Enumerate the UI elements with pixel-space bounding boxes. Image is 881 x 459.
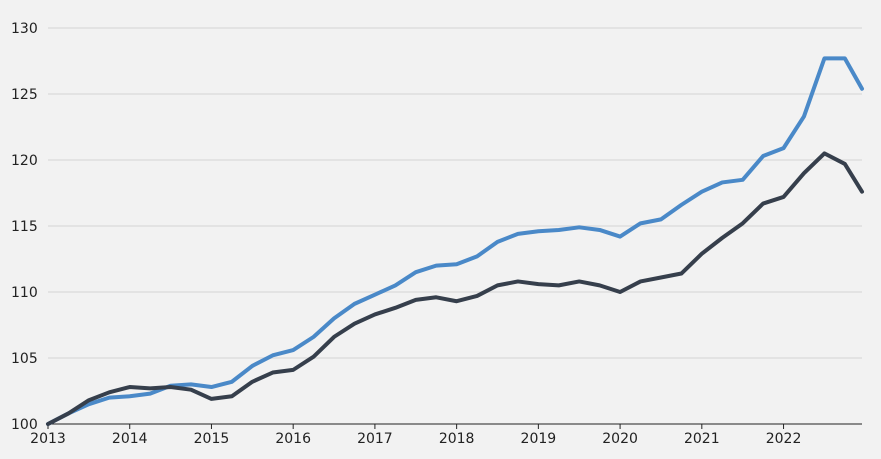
x-tick-label: 2019 [521,431,557,447]
series-line-2 [46,151,864,426]
y-tick-label: 110 [11,285,38,301]
series-layer [46,56,864,426]
y-tick-label: 105 [11,351,38,367]
series-line-1 [46,56,864,426]
x-tick-label: 2022 [766,431,802,447]
y-tick-label: 130 [11,21,38,37]
x-tick-label: 2016 [275,431,311,447]
axis-layer [47,423,862,429]
grid-layer [48,27,862,359]
tick-label-layer: 100 105 110 115 120 125 130 2013 2014 2015 2016 201… [11,21,801,447]
y-tick-label: 115 [11,219,38,235]
x-tick-label: 2018 [439,431,475,447]
x-tick-label: 2020 [602,431,638,447]
x-tick-label: 2015 [194,431,230,447]
x-tick-label: 2017 [357,431,393,447]
x-tick-label: 2013 [30,431,66,447]
y-tick-label: 100 [11,417,38,433]
x-tick-label: 2021 [684,431,720,447]
y-tick-label: 125 [11,87,38,103]
y-tick-label: 120 [11,153,38,169]
x-tick-label: 2014 [112,431,148,447]
